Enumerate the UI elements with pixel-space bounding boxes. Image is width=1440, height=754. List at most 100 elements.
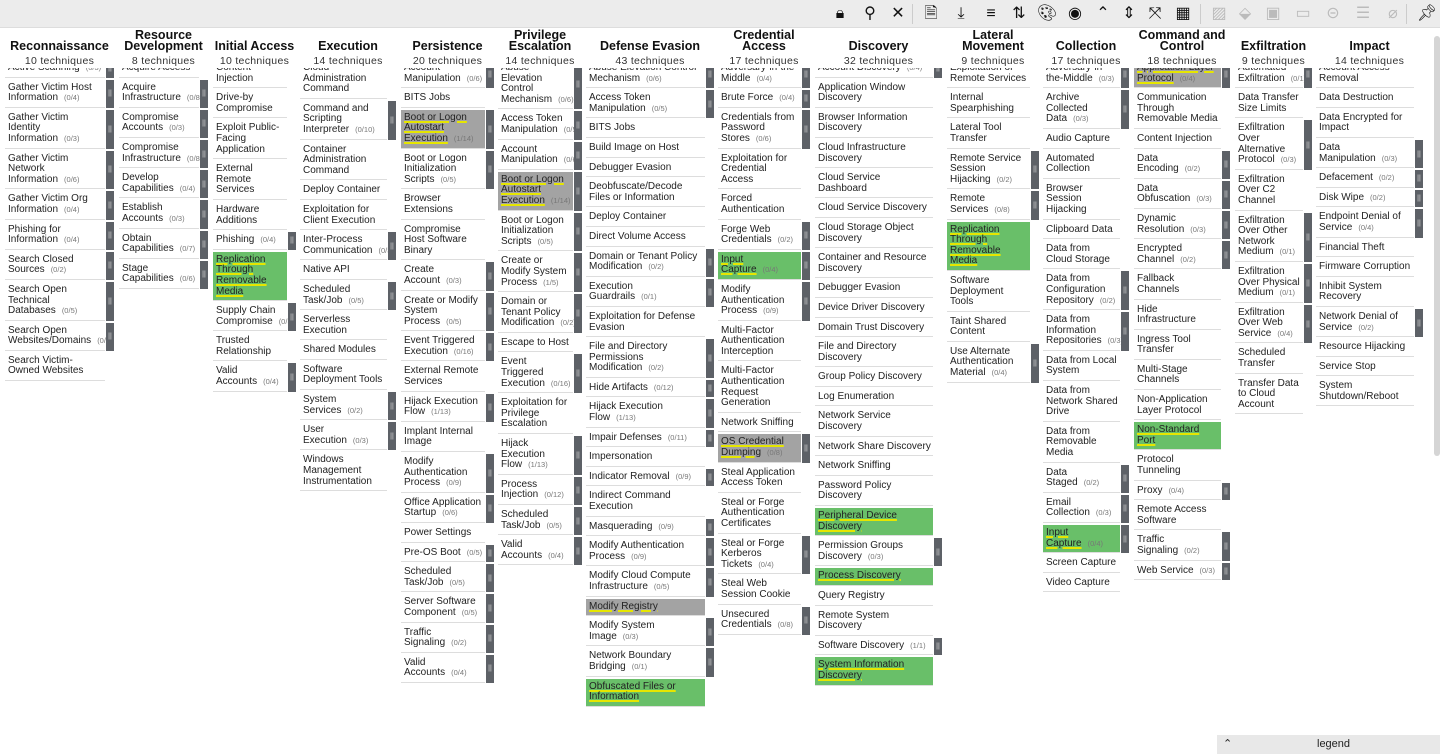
- tactic-header[interactable]: Defense Evasion 43 techniques: [586, 28, 714, 68]
- technique-cell[interactable]: Event Triggered Execution (0/16): [401, 333, 485, 362]
- technique-cell[interactable]: Credentials from Password Stores (0/6): [718, 109, 801, 149]
- technique-cell[interactable]: Gather Victim Network Information (0/6): [5, 150, 105, 190]
- technique-cell[interactable]: Boot or Logon Initialization Scripts (0/5…: [498, 212, 573, 252]
- expand-subtechniques-handle[interactable]: ||: [486, 544, 494, 563]
- expand-subtechniques-handle[interactable]: ||: [574, 253, 582, 293]
- expand-subtechniques-handle[interactable]: ||: [802, 606, 810, 635]
- technique-cell[interactable]: Software Deployment Tools: [947, 272, 1030, 312]
- eye-icon[interactable]: ◉: [1068, 5, 1082, 22]
- technique-cell[interactable]: Network Share Discovery: [815, 438, 933, 457]
- expand-subtechniques-handle[interactable]: ||: [388, 392, 396, 421]
- tactic-header[interactable]: Lateral Movement 9 techniques: [947, 28, 1039, 68]
- technique-cell[interactable]: Video Capture: [1043, 574, 1120, 593]
- expand-subtechniques-handle[interactable]: ||: [486, 454, 494, 493]
- technique-cell[interactable]: Data from Configuration Repository (0/2): [1043, 271, 1120, 311]
- expand-subtechniques-handle[interactable]: ||: [706, 429, 714, 448]
- technique-cell[interactable]: Financial Theft: [1316, 239, 1414, 258]
- technique-cell[interactable]: Compromise Host Software Binary: [401, 221, 485, 261]
- tactic-header[interactable]: Persistence 20 techniques: [401, 28, 494, 68]
- expand-subtechniques-handle[interactable]: ||: [200, 139, 208, 169]
- expand-subtechniques-handle[interactable]: ||: [106, 68, 114, 78]
- expand-subtechniques-handle[interactable]: ||: [706, 568, 714, 597]
- expand-subtechniques-handle[interactable]: ||: [288, 232, 296, 250]
- technique-cell[interactable]: Data from Information Repositories (0/3): [1043, 312, 1123, 351]
- legend-bar[interactable]: ⌃ legend: [1217, 735, 1440, 754]
- technique-cell[interactable]: Access Token Manipulation (0/5): [498, 111, 579, 140]
- technique-cell[interactable]: File and Directory Permissions Modificat…: [586, 339, 705, 378]
- expand-subtechniques-handle[interactable]: ||: [574, 294, 582, 333]
- technique-cell[interactable]: Hijack Execution Flow (1/13): [401, 393, 485, 422]
- technique-cell[interactable]: Replication Through Removable Media: [213, 251, 287, 302]
- technique-cell[interactable]: Endpoint Denial of Service (0/4): [1316, 209, 1414, 238]
- technique-cell[interactable]: Exploitation for Client Execution: [300, 201, 387, 231]
- technique-cell[interactable]: Windows Management Instrumentation: [300, 452, 387, 492]
- technique-cell[interactable]: Data Encoding (0/2): [1134, 150, 1221, 179]
- technique-cell[interactable]: Network Service Discovery: [815, 408, 933, 437]
- technique-cell[interactable]: Direct Volume Access: [586, 228, 705, 247]
- technique-cell[interactable]: Modify Cloud Compute Infrastructure (0/5): [586, 568, 705, 597]
- technique-cell[interactable]: Audio Capture: [1043, 130, 1120, 149]
- technique-cell[interactable]: Indirect Command Execution: [586, 488, 705, 517]
- expand-subtechniques-handle[interactable]: ||: [1121, 494, 1129, 523]
- expand-subtechniques-handle[interactable]: ||: [706, 379, 714, 398]
- tactic-header[interactable]: Command and Control 18 techniques: [1134, 28, 1230, 68]
- expand-subtechniques-handle[interactable]: ||: [1222, 482, 1230, 501]
- technique-cell[interactable]: Modify Authentication Process (0/9): [718, 281, 801, 321]
- expand-subtechniques-handle[interactable]: ||: [1304, 263, 1312, 303]
- tactic-header[interactable]: Privilege Escalation 14 techniques: [498, 28, 582, 68]
- technique-cell[interactable]: Process Injection (0/12): [498, 476, 573, 505]
- technique-cell[interactable]: Supply Chain Compromise (0/3): [213, 303, 294, 332]
- technique-cell[interactable]: Data from Cloud Storage: [1043, 241, 1120, 270]
- technique-cell[interactable]: Automated Exfiltration (0/1): [1235, 68, 1306, 89]
- technique-cell[interactable]: Non-Application Layer Protocol: [1134, 392, 1221, 421]
- technique-cell[interactable]: Disk Wipe (0/2): [1316, 189, 1414, 208]
- technique-cell[interactable]: Server Software Component (0/5): [401, 594, 485, 623]
- expand-subtechniques-handle[interactable]: ||: [574, 507, 582, 536]
- technique-cell[interactable]: Data Staged (0/2): [1043, 464, 1120, 493]
- technique-cell[interactable]: Search Closed Sources (0/2): [5, 251, 105, 280]
- expand-subtechniques-handle[interactable]: ||: [1222, 68, 1230, 89]
- technique-cell[interactable]: Search Victim-Owned Websites: [5, 352, 105, 382]
- expand-subtechniques-handle[interactable]: ||: [200, 109, 208, 138]
- lock-icon[interactable]: 🔒︎: [835, 5, 845, 22]
- expand-subtechniques-handle[interactable]: ||: [1222, 241, 1230, 270]
- expand-subtechniques-handle[interactable]: ||: [1031, 191, 1039, 220]
- technique-cell[interactable]: Deploy Container: [586, 209, 705, 227]
- technique-cell[interactable]: Power Settings: [401, 525, 485, 543]
- collapse-icon[interactable]: ⤧: [1148, 5, 1162, 22]
- technique-cell[interactable]: Adversary-in-the-Middle(0/3): [1043, 68, 1120, 89]
- expand-subtechniques-handle[interactable]: ||: [106, 109, 114, 149]
- expand-subtechniques-handle[interactable]: ||: [1304, 120, 1312, 170]
- expand-subtechniques-handle[interactable]: ||: [1304, 212, 1312, 262]
- expand-subtechniques-handle[interactable]: ||: [388, 281, 396, 311]
- technique-cell[interactable]: File and Directory Discovery: [815, 339, 933, 368]
- technique-cell[interactable]: Non-Standard Port: [1134, 422, 1221, 451]
- expand-subtechniques-handle[interactable]: ||: [802, 434, 810, 463]
- expand-subtechniques-handle[interactable]: ||: [802, 109, 810, 149]
- expand-subtechniques-handle[interactable]: ||: [802, 281, 810, 321]
- expand-subtechniques-handle[interactable]: ||: [1121, 525, 1129, 554]
- technique-cell[interactable]: Network Boundary Bridging (0/1): [586, 648, 705, 677]
- technique-cell[interactable]: Archive Collected Data (0/3): [1043, 90, 1120, 129]
- technique-cell[interactable]: Permission Groups Discovery (0/3): [815, 538, 933, 567]
- technique-cell[interactable]: Modify Authentication Process (0/9): [401, 454, 485, 493]
- technique-cell[interactable]: Browser Information Discovery: [815, 109, 933, 138]
- technique-cell[interactable]: Password Policy Discovery: [815, 477, 933, 507]
- technique-cell[interactable]: External Remote Services: [213, 161, 287, 200]
- technique-cell[interactable]: Proxy (0/4): [1134, 482, 1221, 501]
- technique-cell[interactable]: Modify System Image (0/3): [586, 618, 705, 647]
- technique-cell[interactable]: Browser Extensions: [401, 191, 485, 220]
- technique-cell[interactable]: Gather Victim Identity Information (0/3): [5, 109, 105, 149]
- tactic-header[interactable]: Credential Access 17 techniques: [718, 28, 810, 68]
- tactic-header[interactable]: Resource Development 8 techniques: [119, 28, 208, 68]
- technique-cell[interactable]: Active Scanning (0/3): [5, 68, 105, 78]
- technique-cell[interactable]: Device Driver Discovery: [815, 299, 933, 318]
- expand-subtechniques-handle[interactable]: ||: [1031, 343, 1039, 383]
- expand-subtechniques-handle[interactable]: ||: [802, 535, 810, 575]
- technique-cell[interactable]: Exploitation for Privilege Escalation: [498, 395, 573, 435]
- expand-subtechniques-handle[interactable]: ||: [486, 292, 494, 332]
- technique-cell[interactable]: Obtain Capabilities (0/7): [119, 230, 199, 259]
- expand-subtechniques-handle[interactable]: ||: [200, 200, 208, 229]
- expand-subtechniques-handle[interactable]: ||: [574, 68, 582, 110]
- expand-subtechniques-handle[interactable]: ||: [1121, 90, 1129, 129]
